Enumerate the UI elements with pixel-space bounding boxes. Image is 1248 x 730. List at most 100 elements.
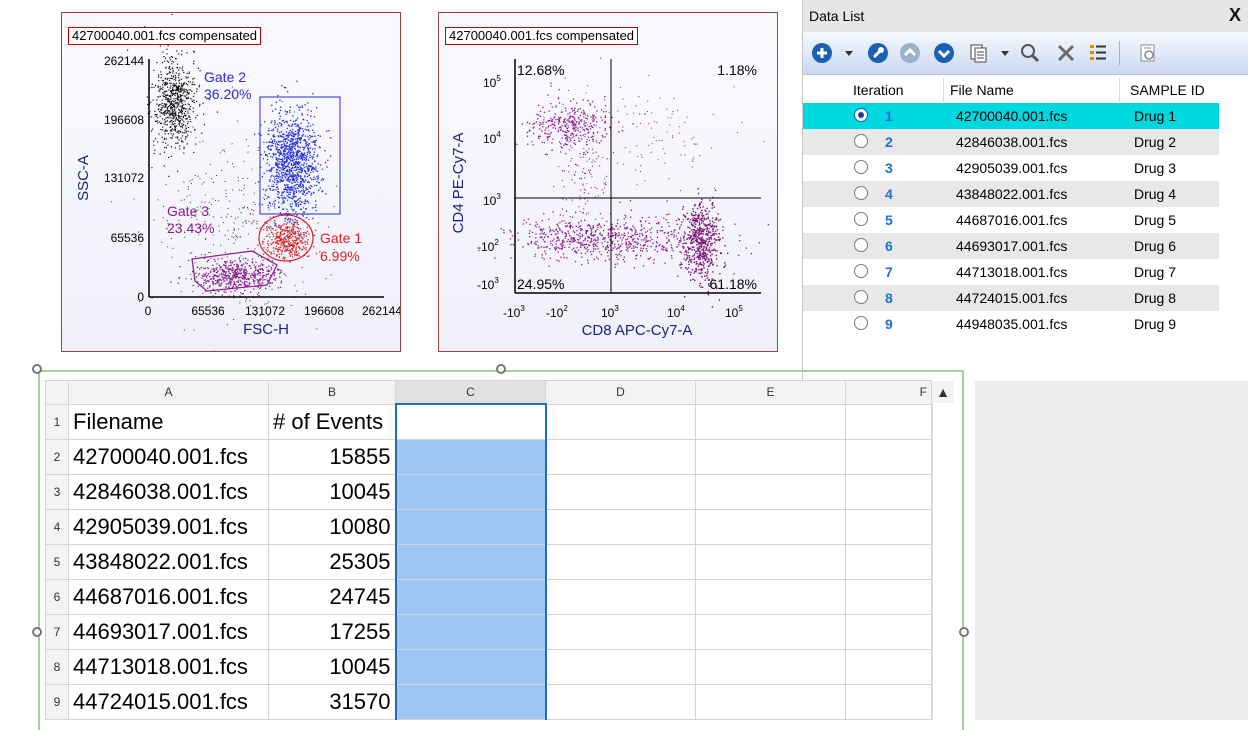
cell[interactable] xyxy=(696,510,846,545)
column-header-file-name[interactable]: File Name xyxy=(950,82,1014,98)
row-header[interactable]: 3 xyxy=(46,475,69,510)
cell[interactable] xyxy=(846,440,932,475)
cell-b[interactable]: 10080 xyxy=(269,510,396,545)
delete-icon[interactable] xyxy=(1055,42,1077,64)
row-header[interactable]: 9 xyxy=(46,685,69,720)
cell[interactable] xyxy=(696,404,846,440)
list-item[interactable]: 1 42700040.001.fcs Drug 1 xyxy=(803,103,1219,129)
cell-a[interactable]: 43848022.001.fcs xyxy=(69,545,269,580)
cell-a[interactable]: 42905039.001.fcs xyxy=(69,510,269,545)
cell[interactable] xyxy=(696,650,846,685)
cell[interactable] xyxy=(696,545,846,580)
cell[interactable] xyxy=(546,440,696,475)
move-up-icon[interactable] xyxy=(899,42,921,64)
cell-c1[interactable] xyxy=(396,404,546,440)
cell-b[interactable]: 10045 xyxy=(269,475,396,510)
wrench-icon[interactable] xyxy=(867,42,889,64)
cell-c-selected[interactable] xyxy=(396,580,546,615)
list-item[interactable]: 9 44948035.001.fcs Drug 9 xyxy=(803,311,1219,337)
cell[interactable] xyxy=(696,615,846,650)
cell-a[interactable]: 44713018.001.fcs xyxy=(69,650,269,685)
column-header-f[interactable]: F xyxy=(846,381,932,405)
cell[interactable] xyxy=(546,580,696,615)
cell-a[interactable]: 42700040.001.fcs xyxy=(69,440,269,475)
copy-icon[interactable] xyxy=(967,42,989,64)
cell[interactable] xyxy=(846,475,932,510)
resize-handle[interactable] xyxy=(32,364,42,374)
row-header[interactable]: 2 xyxy=(46,440,69,475)
radio-button[interactable] xyxy=(854,290,868,304)
column-header-e[interactable]: E xyxy=(696,381,846,405)
cell[interactable] xyxy=(846,580,932,615)
cd4-cd8-plot-canvas[interactable]: 105 104 103 -102 -103 -103 -102 103 104 … xyxy=(439,13,777,351)
cell-b[interactable]: 25305 xyxy=(269,545,396,580)
list-item[interactable]: 5 44687016.001.fcs Drug 5 xyxy=(803,207,1219,233)
cell[interactable] xyxy=(696,685,846,720)
cell-b[interactable]: 31570 xyxy=(269,685,396,720)
resize-handle[interactable] xyxy=(32,627,42,637)
row-header[interactable]: 8 xyxy=(46,650,69,685)
cell[interactable] xyxy=(696,580,846,615)
cell-b1[interactable]: # of Events xyxy=(269,404,396,440)
radio-button[interactable] xyxy=(854,212,868,226)
vertical-scrollbar[interactable] xyxy=(932,403,955,720)
move-down-icon[interactable] xyxy=(933,42,955,64)
cell[interactable] xyxy=(546,615,696,650)
cell-b[interactable]: 24745 xyxy=(269,580,396,615)
dropdown-arrow-icon[interactable] xyxy=(843,42,855,64)
cell[interactable] xyxy=(696,475,846,510)
list-item[interactable]: 4 43848022.001.fcs Drug 4 xyxy=(803,181,1219,207)
row-header[interactable]: 6 xyxy=(46,580,69,615)
column-header-a[interactable]: A xyxy=(69,381,269,405)
cell-c-selected[interactable] xyxy=(396,615,546,650)
cd4-cd8-dot-plot[interactable]: 42700040.001.fcs compensated 105 104 103… xyxy=(438,12,778,352)
radio-button[interactable] xyxy=(854,186,868,200)
cell-a[interactable]: 44693017.001.fcs xyxy=(69,615,269,650)
column-header-b[interactable]: B xyxy=(269,381,396,405)
row-header[interactable]: 1 xyxy=(46,404,69,440)
cell[interactable] xyxy=(696,440,846,475)
cell[interactable] xyxy=(546,510,696,545)
cell-c-selected[interactable] xyxy=(396,685,546,720)
radio-button[interactable] xyxy=(854,238,868,252)
cell-a1[interactable]: Filename xyxy=(69,404,269,440)
radio-button[interactable] xyxy=(854,134,868,148)
dropdown-arrow-icon[interactable] xyxy=(999,42,1011,64)
select-all-corner[interactable] xyxy=(46,381,69,405)
list-item[interactable]: 8 44724015.001.fcs Drug 8 xyxy=(803,285,1219,311)
cell-c-selected[interactable] xyxy=(396,510,546,545)
cell-a[interactable]: 44687016.001.fcs xyxy=(69,580,269,615)
cell[interactable] xyxy=(846,510,932,545)
search-icon[interactable] xyxy=(1019,42,1041,64)
cell[interactable] xyxy=(546,475,696,510)
cell-c-selected[interactable] xyxy=(396,545,546,580)
resize-handle[interactable] xyxy=(959,627,969,637)
list-item[interactable]: 7 44713018.001.fcs Drug 7 xyxy=(803,259,1219,285)
cell-a[interactable]: 44724015.001.fcs xyxy=(69,685,269,720)
scroll-up-arrow-icon[interactable]: ▲ xyxy=(932,381,954,403)
list-item[interactable]: 2 42846038.001.fcs Drug 2 xyxy=(803,129,1219,155)
close-icon[interactable]: X xyxy=(1229,4,1241,26)
cell-b[interactable]: 17255 xyxy=(269,615,396,650)
column-header-sample-id[interactable]: SAMPLE ID xyxy=(1130,82,1205,98)
row-header[interactable]: 4 xyxy=(46,510,69,545)
cell[interactable] xyxy=(546,404,696,440)
cell-b[interactable]: 15855 xyxy=(269,440,396,475)
cell-c-selected[interactable] xyxy=(396,475,546,510)
properties-icon[interactable] xyxy=(1137,42,1159,64)
cell[interactable] xyxy=(546,545,696,580)
list-item[interactable]: 3 42905039.001.fcs Drug 3 xyxy=(803,155,1219,181)
column-header-d[interactable]: D xyxy=(546,381,696,405)
list-item[interactable]: 6 44693017.001.fcs Drug 6 xyxy=(803,233,1219,259)
cell-b[interactable]: 10045 xyxy=(269,650,396,685)
cell[interactable] xyxy=(846,404,932,440)
cell-c-selected[interactable] xyxy=(396,650,546,685)
fsc-ssc-dot-plot[interactable]: 42700040.001.fcs compensated 262144 1966… xyxy=(61,12,401,352)
spreadsheet-grid[interactable]: A B C D E F 1 Filename # of Events 2 427… xyxy=(45,380,957,720)
cell-c-selected[interactable] xyxy=(396,440,546,475)
cell[interactable] xyxy=(846,685,932,720)
cell[interactable] xyxy=(846,615,932,650)
radio-button[interactable] xyxy=(854,264,868,278)
add-icon[interactable] xyxy=(811,42,833,64)
radio-button[interactable] xyxy=(854,160,868,174)
